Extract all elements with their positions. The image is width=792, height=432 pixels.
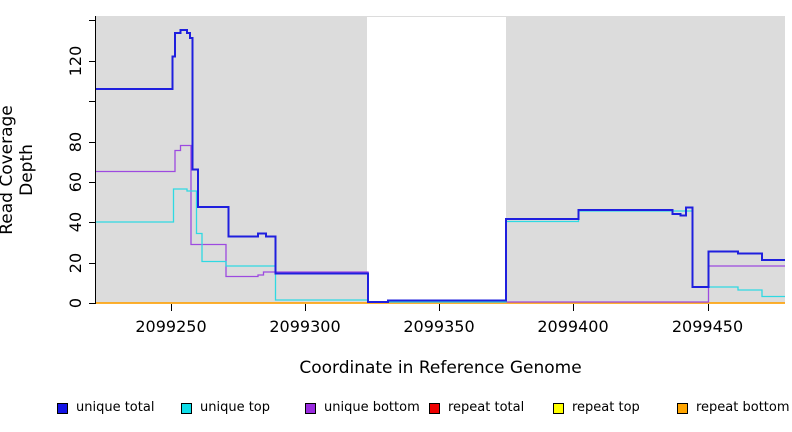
y-tick-label: 40 bbox=[66, 211, 85, 233]
x-tick-label: 2099400 bbox=[537, 317, 609, 336]
series-unique-bottom bbox=[96, 144, 785, 303]
legend-label: unique total bbox=[76, 400, 155, 415]
legend-swatch bbox=[429, 402, 440, 414]
x-tick-mark bbox=[573, 304, 574, 311]
legend: unique total unique top unique bottom repea… bbox=[0, 400, 792, 418]
y-tick-mark bbox=[89, 303, 96, 304]
legend-swatch bbox=[181, 402, 192, 414]
y-tick-label: 80 bbox=[66, 131, 85, 152]
plot-area bbox=[96, 16, 785, 304]
series-lines bbox=[96, 29, 785, 304]
no-data-band bbox=[367, 17, 506, 303]
x-tick-label: 2099250 bbox=[135, 317, 207, 336]
series-unique-top bbox=[96, 188, 785, 303]
legend-item: unique top bbox=[181, 400, 270, 416]
legend-swatch bbox=[305, 402, 316, 414]
y-tick-label: 0 bbox=[66, 297, 85, 309]
legend-item: repeat top bbox=[553, 400, 640, 416]
x-axis-title: Coordinate in Reference Genome bbox=[299, 358, 582, 378]
x-tick-mark bbox=[171, 304, 172, 311]
legend-item: repeat bottom bbox=[677, 400, 790, 416]
legend-swatch bbox=[553, 402, 564, 414]
y-tick-mark bbox=[89, 101, 96, 102]
y-tick-mark bbox=[89, 222, 96, 223]
y-tick-mark bbox=[89, 141, 96, 143]
legend-label: unique bottom bbox=[324, 400, 420, 415]
y-tick-mark bbox=[89, 262, 96, 264]
x-tick-mark bbox=[707, 304, 709, 311]
y-tick-mark bbox=[89, 20, 96, 21]
legend-label: repeat top bbox=[572, 400, 640, 415]
y-tick-label: 120 bbox=[66, 45, 85, 76]
legend-label: repeat total bbox=[448, 400, 525, 415]
legend-item: repeat total bbox=[429, 400, 524, 416]
x-tick-label: 2099350 bbox=[403, 317, 475, 336]
x-tick-mark bbox=[439, 304, 440, 311]
y-axis-title: Read Coverage Depth bbox=[0, 105, 37, 235]
x-tick-label: 2099300 bbox=[269, 317, 341, 336]
y-tick-mark bbox=[89, 60, 96, 62]
y-tick-label: 20 bbox=[66, 252, 85, 273]
x-tick-mark bbox=[305, 304, 306, 311]
legend-item: unique total bbox=[57, 400, 154, 416]
series-unique-total bbox=[96, 29, 785, 303]
legend-swatch bbox=[57, 402, 68, 414]
legend-item: unique bottom bbox=[305, 400, 420, 416]
y-tick-mark bbox=[89, 181, 96, 183]
y-tick-label: 60 bbox=[66, 171, 85, 192]
legend-label: unique top bbox=[200, 400, 271, 415]
legend-label: repeat bottom bbox=[696, 400, 790, 415]
y-axis-line bbox=[95, 16, 96, 304]
legend-swatch bbox=[677, 402, 688, 414]
x-tick-label: 2099450 bbox=[671, 317, 744, 336]
